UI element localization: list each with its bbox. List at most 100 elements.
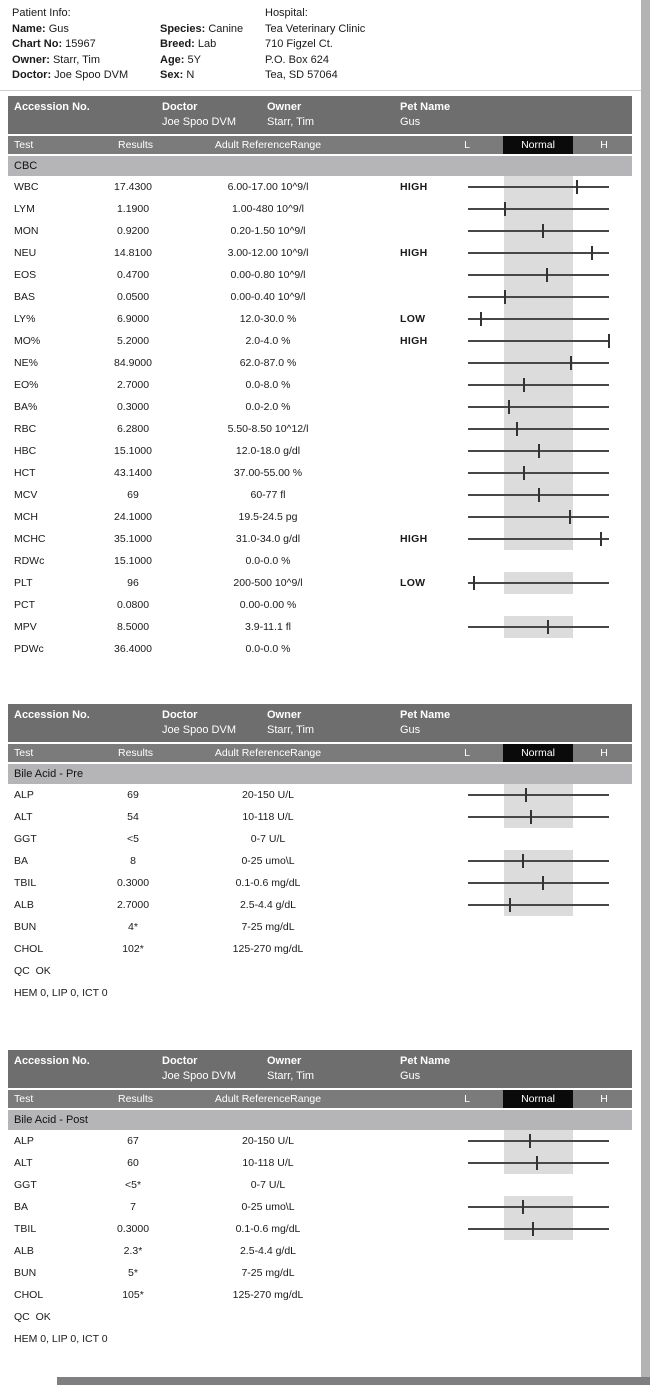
test-name: BA [14, 1201, 29, 1213]
test-name: LY% [14, 313, 36, 325]
header-col-owner-value: Starr, Tim [267, 1070, 315, 1082]
test-result: 6.2800 [116, 423, 150, 435]
column-normal-label: Normal [503, 744, 573, 762]
sample-quality-row: HEM 0, LIP 0, ICT 0 [8, 1328, 632, 1350]
test-result: 2.7000 [116, 379, 150, 391]
result-tick-mark [523, 466, 526, 480]
test-name: ALB [14, 1245, 34, 1257]
header-col-doctor: Doctor Joe Spoo DVM [162, 1054, 236, 1084]
reference-range: 7-25 mg/dL [241, 921, 295, 933]
reference-range: 0-7 U/L [250, 1179, 286, 1191]
test-result: 96 [127, 577, 139, 589]
result-tick-mark [530, 810, 533, 824]
column-results-label: Results [118, 747, 154, 759]
result-tick-mark [541, 224, 544, 238]
abnormal-flag: LOW [400, 313, 426, 325]
test-result: 84.9000 [114, 357, 152, 369]
range-line [468, 274, 609, 276]
test-name: EOS [14, 269, 37, 281]
table-row: NEU 14.8100 3.00-12.00 10^9/l HIGH [8, 242, 632, 264]
reference-range: 0-25 umo\L [241, 855, 295, 867]
result-tick-mark [569, 356, 572, 370]
reference-range: 0.00-0.40 10^9/l [230, 291, 306, 303]
header-col-doctor-value: Joe Spoo DVM [162, 1070, 236, 1082]
table-row: MCV 69 60-77 fl [8, 484, 632, 506]
test-result: 36.4000 [114, 643, 152, 655]
test-result: 24.1000 [114, 511, 152, 523]
header-col-owner: Owner Starr, Tim [267, 1054, 314, 1084]
table-header-bar: Accession No. Doctor Joe Spoo DVM Owner Star… [8, 96, 632, 134]
test-name: PLT [14, 577, 33, 589]
reference-range: 6.00-17.00 10^9/l [227, 181, 309, 193]
table-header-bar: Accession No. Doctor Joe Spoo DVM Owner Star… [8, 704, 632, 742]
column-test-label: Test [14, 747, 34, 759]
table-row: TBIL 0.3000 0.1-0.6 mg/dL [8, 872, 632, 894]
patient-info-header: Patient Info: Name: Gus Chart No: 15967 … [0, 6, 650, 90]
table-row: BA 7 0-25 umo\L [8, 1196, 632, 1218]
test-result: <5* [124, 1179, 142, 1191]
patient-species-column: Species: Canine Breed: Lab Age: 5Y Sex: … [160, 6, 243, 84]
header-col-pet-name-label: Pet Name [400, 101, 451, 113]
patient-sex-field: Sex: N [160, 69, 195, 81]
abnormal-flag: HIGH [400, 533, 428, 545]
header-col-doctor: Doctor Joe Spoo DVM [162, 708, 236, 738]
table-row: WBC 17.4300 6.00-17.00 10^9/l HIGH [8, 176, 632, 198]
reference-range: 3.00-12.00 10^9/l [227, 247, 309, 259]
range-line [468, 252, 609, 254]
header-col-pet-name-value: Gus [400, 116, 421, 128]
column-header-bar: Test Results Adult ReferenceRange L Normal H [8, 136, 632, 154]
test-result: 54 [127, 811, 139, 823]
test-name: ALT [14, 811, 33, 823]
result-tick-mark [608, 334, 610, 348]
table-row: PDWc 36.4000 0.0-0.0 % [8, 638, 632, 660]
table-rows: ALP 69 20-150 U/L ALT 54 10-118 U/L GGT <5 0-7 U… [8, 784, 632, 1004]
range-line [468, 1162, 609, 1164]
reference-range: 60-77 fl [250, 489, 286, 501]
test-result: 35.1000 [114, 533, 152, 545]
range-line [468, 1228, 609, 1230]
range-line [468, 794, 609, 796]
result-tick-mark [547, 620, 550, 634]
header-col-doctor-value: Joe Spoo DVM [162, 724, 236, 736]
reference-range: 0.0-0.0 % [245, 555, 291, 567]
test-result: 67 [127, 1135, 139, 1147]
table-row: CHOL 105* 125-270 mg/dL [8, 1284, 632, 1306]
test-name: MO% [14, 335, 41, 347]
column-high-label: H [600, 1093, 608, 1105]
table-row: GGT <5 0-7 U/L [8, 828, 632, 850]
table-row: MCHC 35.1000 31.0-34.0 g/dl HIGH [8, 528, 632, 550]
test-result: 0.0500 [116, 291, 150, 303]
table-row: RBC 6.2800 5.50-8.50 10^12/l [8, 418, 632, 440]
qc-status-text: QC OK [14, 965, 51, 977]
abnormal-flag: LOW [400, 577, 426, 589]
patient-owner-field: Owner: Starr, Tim [12, 53, 101, 66]
reference-range: 0-7 U/L [250, 833, 286, 845]
table-header-bar: Accession No. Doctor Joe Spoo DVM Owner Star… [8, 1050, 632, 1088]
table-row: ALP 69 20-150 U/L [8, 784, 632, 806]
table-row: LY% 6.9000 12.0-30.0 % LOW [8, 308, 632, 330]
result-tick-mark [516, 422, 519, 436]
reference-range: 125-270 mg/dL [232, 1289, 304, 1301]
test-name: NEU [14, 247, 37, 259]
test-name: HCT [14, 467, 36, 479]
patient-doctor-field: Doctor: Joe Spoo DVM [12, 69, 129, 81]
partial-next-table-bar [57, 1377, 650, 1385]
test-result: 2.3* [123, 1245, 143, 1257]
result-tick-mark [591, 246, 594, 260]
result-tick-mark [545, 268, 548, 282]
test-result: 69 [127, 489, 139, 501]
header-col-accession: Accession No. [14, 708, 90, 738]
result-tick-mark [537, 444, 540, 458]
result-tick-mark [537, 488, 540, 502]
table-row: HBC 15.1000 12.0-18.0 g/dl [8, 440, 632, 462]
column-range-label: Adult ReferenceRange [214, 139, 322, 151]
header-col-pet-name: Pet Name Gus [400, 708, 450, 738]
test-name: MCV [14, 489, 38, 501]
header-col-pet-name: Pet Name Gus [400, 100, 450, 130]
result-tick-mark [503, 290, 506, 304]
test-result: 5.2000 [116, 335, 150, 347]
test-name: ALP [14, 1135, 34, 1147]
range-line [468, 384, 609, 386]
test-name: MPV [14, 621, 37, 633]
range-line [468, 538, 609, 540]
